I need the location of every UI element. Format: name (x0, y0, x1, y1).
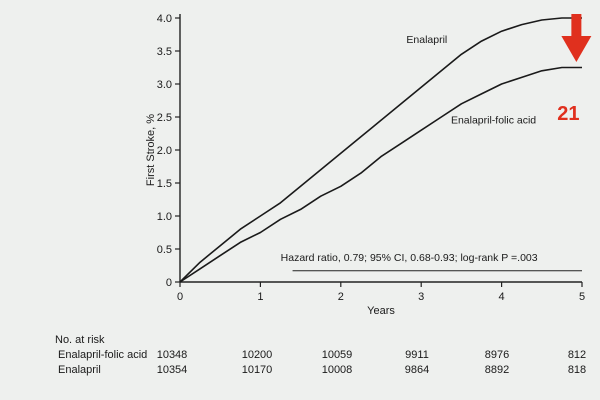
y-tick-label: 0 (166, 277, 172, 289)
risk-cell: 10200 (241, 349, 273, 361)
series-label-enalapril: Enalapril (406, 34, 447, 46)
y-tick-label: 3.0 (157, 79, 172, 91)
y-tick-label: 3.5 (157, 46, 172, 58)
risk-cell: 10348 (156, 349, 188, 361)
y-tick-label: 2.5 (157, 112, 172, 124)
x-tick-label: 4 (499, 291, 505, 303)
red-arrow-shaft (571, 14, 582, 36)
x-axis-label: Years (367, 305, 395, 317)
red-arrow-icon (561, 36, 592, 62)
x-tick-label: 5 (579, 291, 585, 303)
y-tick-label: 1.0 (157, 211, 172, 223)
risk-cell: 9864 (404, 364, 430, 376)
hazard-ratio-annotation: Hazard ratio, 0.79; 95% CI, 0.68-0.93; l… (281, 252, 538, 264)
risk-cell: 812 (567, 349, 587, 361)
marker-label: 21 (557, 103, 579, 125)
x-tick-label: 3 (418, 291, 424, 303)
series-label-folic: Enalapril-folic acid (451, 115, 536, 127)
series-line-1 (179, 66, 582, 283)
y-tick-label: 0.5 (157, 244, 172, 256)
series-line-0 (179, 17, 582, 283)
y-tick-label: 4.0 (157, 13, 172, 25)
risk-cell: 818 (567, 364, 587, 376)
y-tick-label: 2.0 (157, 145, 172, 157)
risk-cell: 9911 (405, 349, 429, 361)
risk-cell: 10008 (321, 364, 353, 376)
x-tick-label: 2 (338, 291, 344, 303)
x-tick-label: 0 (177, 291, 183, 303)
risk-cell: 8976 (484, 349, 510, 361)
x-tick-label: 1 (257, 291, 263, 303)
risk-cell: 10170 (241, 364, 273, 376)
risk-cell: 8892 (484, 364, 510, 376)
y-axis-label: First Stroke, % (145, 114, 157, 186)
y-tick-label: 1.5 (157, 178, 172, 190)
risk-table-title: No. at risk (55, 334, 105, 346)
risk-cell: 10059 (321, 349, 353, 361)
risk-row-label-folic: Enalapril-folic acid (58, 349, 148, 361)
risk-row-label-enalapril: Enalapril (58, 364, 101, 376)
risk-cell: 10354 (156, 364, 188, 376)
